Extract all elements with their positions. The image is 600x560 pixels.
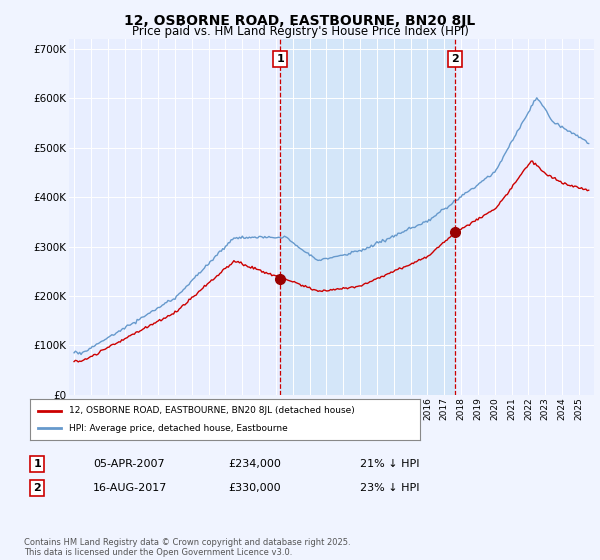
Text: 2: 2 <box>34 483 41 493</box>
Text: Contains HM Land Registry data © Crown copyright and database right 2025.
This d: Contains HM Land Registry data © Crown c… <box>24 538 350 557</box>
Text: 21% ↓ HPI: 21% ↓ HPI <box>360 459 419 469</box>
Text: 16-AUG-2017: 16-AUG-2017 <box>93 483 167 493</box>
Text: 1: 1 <box>34 459 41 469</box>
Text: 05-APR-2007: 05-APR-2007 <box>93 459 164 469</box>
Text: 2: 2 <box>451 54 458 64</box>
Text: 1: 1 <box>277 54 284 64</box>
Text: £234,000: £234,000 <box>228 459 281 469</box>
Text: 23% ↓ HPI: 23% ↓ HPI <box>360 483 419 493</box>
Text: 12, OSBORNE ROAD, EASTBOURNE, BN20 8JL: 12, OSBORNE ROAD, EASTBOURNE, BN20 8JL <box>124 14 476 28</box>
Text: 12, OSBORNE ROAD, EASTBOURNE, BN20 8JL (detached house): 12, OSBORNE ROAD, EASTBOURNE, BN20 8JL (… <box>69 406 355 415</box>
Text: HPI: Average price, detached house, Eastbourne: HPI: Average price, detached house, East… <box>69 424 288 433</box>
Text: Price paid vs. HM Land Registry's House Price Index (HPI): Price paid vs. HM Land Registry's House … <box>131 25 469 38</box>
Bar <box>280 39 455 395</box>
Text: £330,000: £330,000 <box>228 483 281 493</box>
